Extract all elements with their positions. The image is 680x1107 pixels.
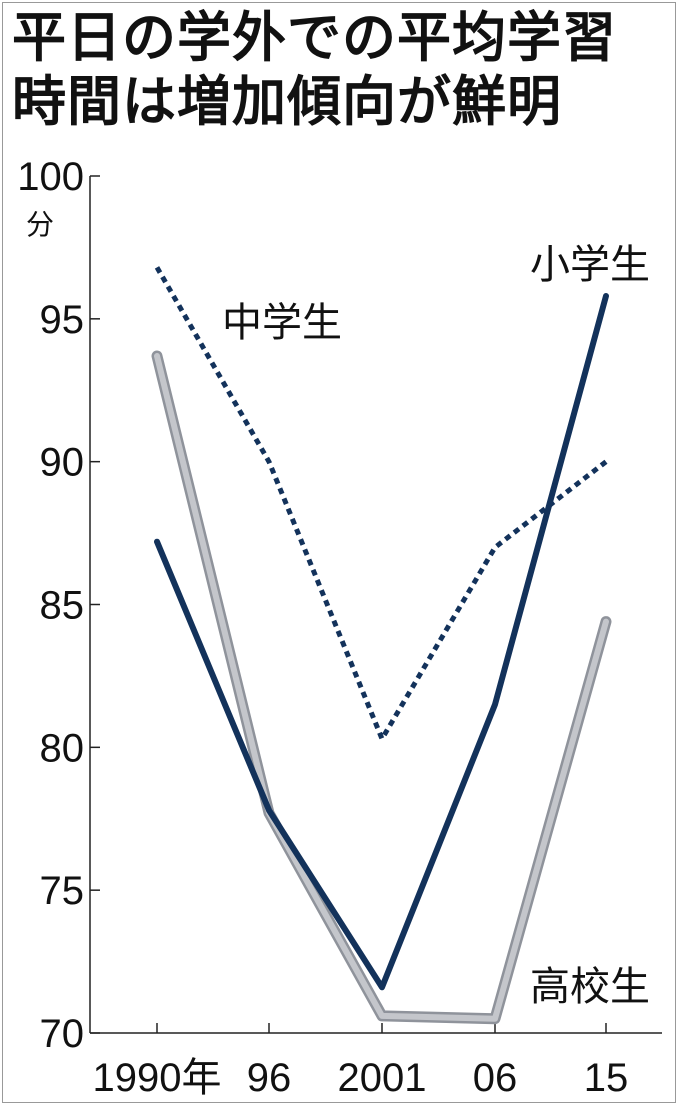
- series-line-2: [154, 353, 609, 1022]
- series-label-1: 中学生: [222, 300, 342, 346]
- chart-title-line-1: 平日の学外での平均学習: [12, 6, 617, 69]
- x-tick-label: 2001: [338, 1056, 427, 1100]
- series-line-outline-2: [151, 350, 612, 1025]
- x-tick-label: 1990年: [93, 1056, 222, 1100]
- y-tick-label: 90: [40, 441, 85, 485]
- y-tick-label: 70: [40, 1012, 85, 1056]
- series-line-1: [154, 266, 608, 742]
- y-tick-label: 100: [17, 155, 84, 199]
- x-tick-label: 15: [584, 1056, 629, 1100]
- y-axis-unit-label: 分: [26, 208, 54, 241]
- series-label-0: 小学生: [530, 242, 650, 288]
- chart-title: 平日の学外での平均学習 時間は増加傾向が鮮明: [12, 6, 672, 134]
- x-tick-label: 96: [247, 1056, 292, 1100]
- x-tick-label: 06: [473, 1056, 518, 1100]
- y-tick-label: 80: [40, 726, 85, 770]
- y-tick-label: 75: [40, 869, 85, 913]
- y-tick-label: 95: [40, 298, 85, 342]
- series-label-2: 高校生: [530, 964, 650, 1010]
- y-tick-label: 85: [40, 584, 85, 628]
- chart-title-line-2: 時間は増加傾向が鮮明: [12, 70, 562, 133]
- series-line-0: [154, 293, 609, 991]
